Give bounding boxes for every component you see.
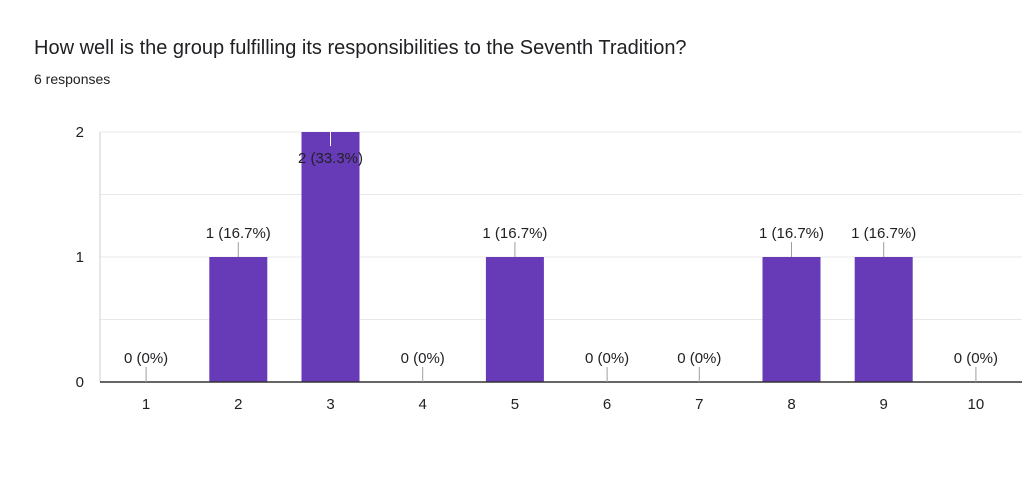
x-tick-label: 9 bbox=[880, 396, 888, 413]
data-labels: 0 (0%) 1 (16.7%) 2 (33.3%) 0 (0%) 1 (16.7%) 0… bbox=[124, 132, 998, 382]
x-tick-label: 5 bbox=[511, 396, 519, 413]
data-label: 0 (0%) bbox=[585, 350, 629, 367]
bar-5 bbox=[485, 257, 544, 382]
axes: 0 1 2 1 2 3 4 5 6 7 8 9 10 bbox=[76, 124, 1022, 413]
bar-8 bbox=[762, 257, 821, 382]
data-label: 2 (33.3%) bbox=[298, 150, 363, 167]
x-tick-label: 10 bbox=[968, 396, 985, 413]
response-count: 6 responses bbox=[34, 71, 111, 87]
data-label: 0 (0%) bbox=[124, 350, 168, 367]
y-tick-label: 0 bbox=[76, 374, 84, 391]
data-label: 1 (16.7%) bbox=[759, 225, 824, 242]
y-tick-label: 1 bbox=[76, 249, 84, 266]
x-tick-label: 1 bbox=[142, 396, 150, 413]
x-tick-label: 7 bbox=[695, 396, 703, 413]
y-tick-label: 2 bbox=[76, 124, 84, 141]
chart-title: How well is the group fulfilling its res… bbox=[34, 37, 687, 59]
x-tick-label: 3 bbox=[326, 396, 334, 413]
bar-3 bbox=[301, 132, 360, 382]
bar-9 bbox=[854, 257, 913, 382]
x-tick-label: 6 bbox=[603, 396, 611, 413]
bar-2 bbox=[209, 257, 268, 382]
x-tick-label: 8 bbox=[787, 396, 795, 413]
data-label: 0 (0%) bbox=[401, 350, 445, 367]
data-label: 1 (16.7%) bbox=[206, 225, 271, 242]
bars bbox=[209, 132, 913, 382]
x-tick-label: 2 bbox=[234, 396, 242, 413]
data-label: 0 (0%) bbox=[954, 350, 998, 367]
data-label: 1 (16.7%) bbox=[851, 225, 916, 242]
data-label: 1 (16.7%) bbox=[482, 225, 547, 242]
x-tick-label: 4 bbox=[419, 396, 427, 413]
data-label: 0 (0%) bbox=[677, 350, 721, 367]
